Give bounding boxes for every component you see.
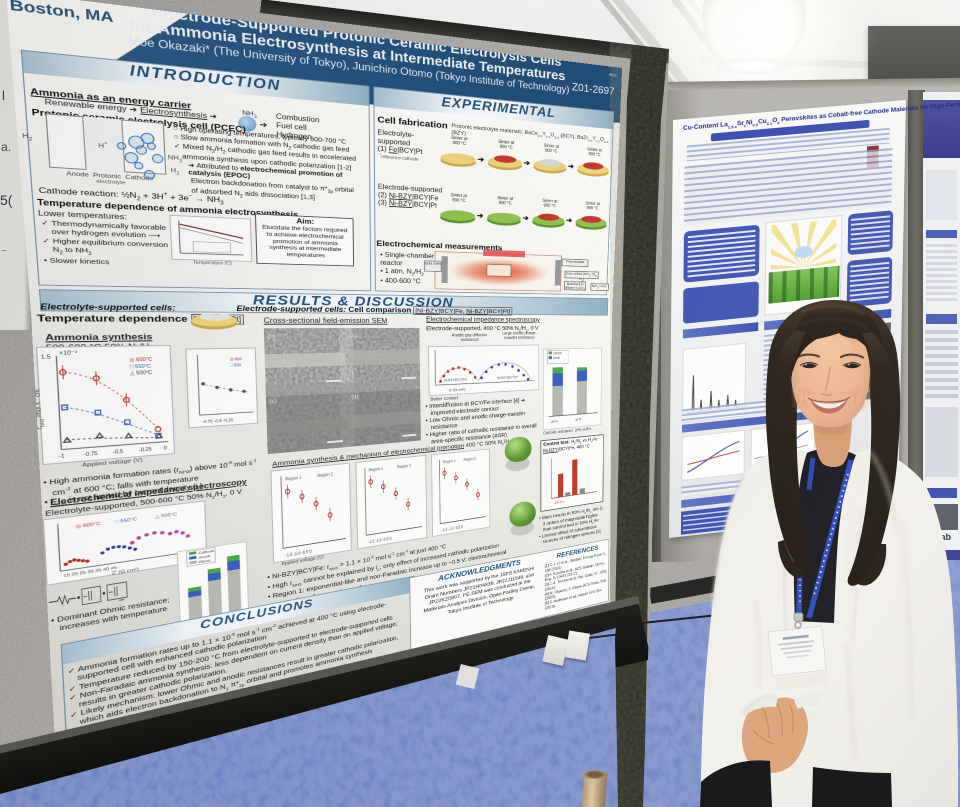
svg-text:Region 1: Region 1 [285, 476, 301, 482]
svg-text:△ 500°C: △ 500°C [155, 512, 178, 520]
svg-text:1.5: 1.5 [41, 354, 51, 360]
svg-text:(a): (a) [267, 333, 275, 340]
svg-text:◎ 600°C: ◎ 600°C [75, 521, 101, 529]
svg-text:Ohmic: Ohmic [199, 559, 212, 564]
svg-text:Region 2: Region 2 [397, 464, 411, 470]
svg-text:□ 550°C: □ 550°C [115, 517, 138, 525]
svg-text:(b): (b) [350, 333, 357, 339]
svg-text:w/ Pt: w/ Pt [575, 418, 581, 422]
svg-text:Region 1: Region 1 [443, 459, 456, 465]
svg-text:-0.75: -0.75 [84, 451, 99, 458]
svg-text:Z' (Ω cm²): Z' (Ω cm²) [112, 567, 139, 576]
svg-text:(c): (c) [269, 398, 277, 405]
svg-text:Region 2: Region 2 [317, 472, 333, 478]
svg-text:-0.5 -1.5: -0.5 -1.5 [554, 500, 564, 505]
svg-text:-1.5 -1.0 -0.5 0: -1.5 -1.0 -0.5 0 [442, 525, 463, 532]
svg-text:Ni-BZY|BCY|Fe: Ni-BZY|BCY|Fe [444, 378, 467, 383]
svg-text:Anode: Anode [553, 356, 560, 360]
svg-text:-1.5 -1.0 -0.5 0: -1.5 -1.0 -0.5 0 [285, 549, 312, 558]
svg-text:◎ 600: ◎ 600 [230, 357, 243, 362]
svg-text:△ 500°C: △ 500°C [130, 370, 153, 376]
svg-text:-0.25: -0.25 [139, 446, 153, 453]
svg-text:Z' (Ω cm²): Z' (Ω cm²) [449, 387, 465, 392]
svg-text:-0.5: -0.5 [113, 449, 124, 455]
svg-text:×10⁻⁹: ×10⁻⁹ [59, 350, 78, 356]
svg-text:Cathode: Cathode [553, 351, 562, 355]
svg-text:□ 550: □ 550 [230, 363, 242, 368]
svg-text:0: 0 [164, 445, 168, 451]
svg-text:□ 550°C: □ 550°C [130, 364, 152, 370]
svg-text:Cathode: Cathode [199, 549, 215, 555]
svg-text:w/ Fe: w/ Fe [551, 420, 558, 424]
svg-text:(d): (d) [351, 394, 358, 400]
svg-text:Region 1: Region 1 [369, 467, 383, 473]
svg-text:-1: -1 [59, 453, 65, 459]
svg-text:Ni-BZY|BCY|Pt: Ni-BZY|BCY|Pt [497, 376, 518, 380]
svg-text:-0.75 -0.5 -0.25: -0.75 -0.5 -0.25 [202, 418, 233, 424]
svg-text:Anode: Anode [199, 554, 211, 559]
svg-text:-1.5 -1.0 -0.5 0: -1.5 -1.0 -0.5 0 [368, 537, 392, 545]
svg-text:◎ 600°C: ◎ 600°C [130, 357, 153, 363]
svg-text:Region 2: Region 2 [464, 457, 476, 462]
